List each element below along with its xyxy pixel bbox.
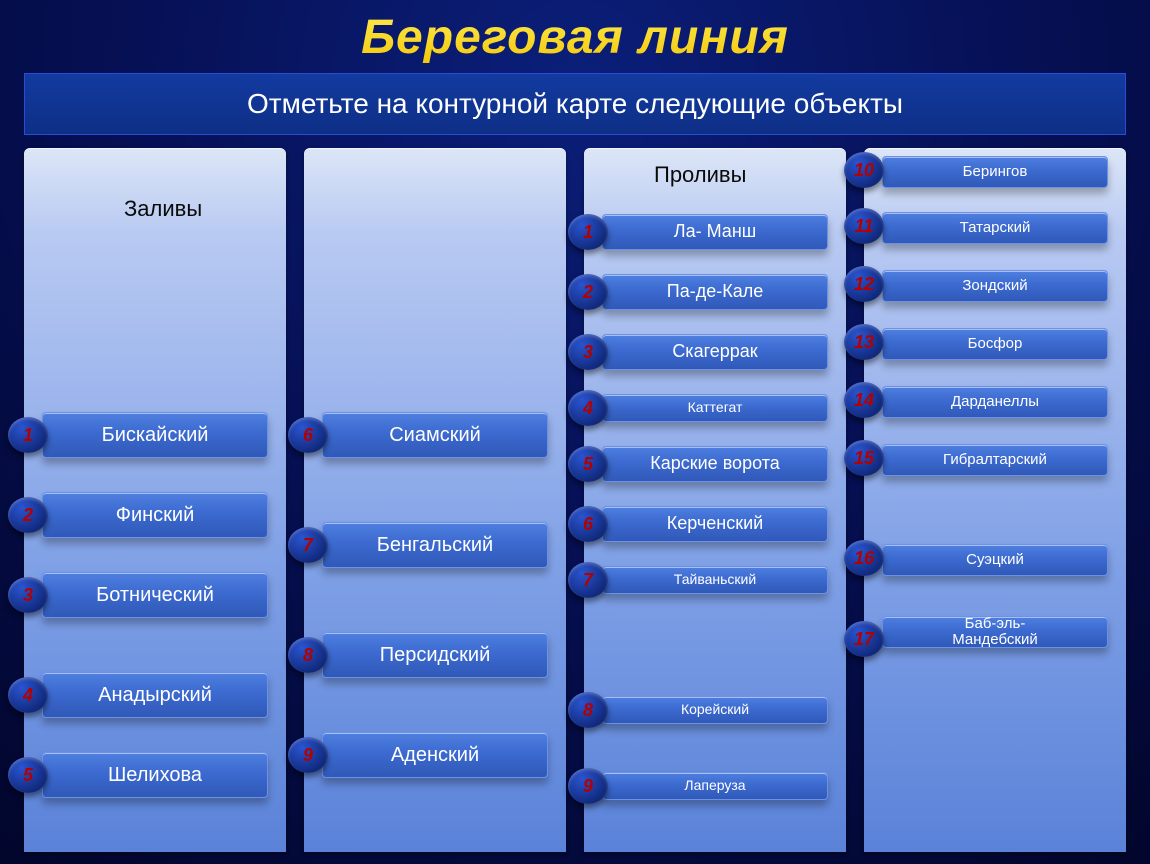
list-item: Бенгальский7	[322, 522, 548, 568]
item-label[interactable]: Каттегат	[602, 394, 828, 422]
number-badge: 6	[568, 506, 608, 542]
list-item: Каттегат4	[602, 394, 828, 422]
list-item: Татарский11	[882, 212, 1108, 244]
number-badge: 11	[844, 208, 884, 244]
list-item: Бискайский1	[42, 412, 268, 458]
item-label[interactable]: Ла- Манш	[602, 214, 828, 250]
item-label[interactable]: Суэцкий	[882, 544, 1108, 576]
col-straits-a: Проливы Ла- Манш1 Па-де-Кале2 Скагеррак3 Ка…	[584, 148, 846, 852]
item-label[interactable]: Бискайский	[42, 412, 268, 458]
number-badge: 15	[844, 440, 884, 476]
number-badge: 5	[568, 446, 608, 482]
number-badge: 9	[288, 737, 328, 773]
list-item: Карские ворота5	[602, 446, 828, 482]
number-badge: 10	[844, 152, 884, 188]
number-badge: 8	[288, 637, 328, 673]
item-label[interactable]: Аденский	[322, 732, 548, 778]
item-label[interactable]: Босфор	[882, 328, 1108, 360]
item-label[interactable]: Корейский	[602, 696, 828, 724]
number-badge: 6	[288, 417, 328, 453]
item-label[interactable]: Шелихова	[42, 752, 268, 798]
item-label[interactable]: Анадырский	[42, 672, 268, 718]
item-label[interactable]: Берингов	[882, 156, 1108, 188]
item-label[interactable]: Па-де-Кале	[602, 274, 828, 310]
item-label[interactable]: Зондский	[882, 270, 1108, 302]
number-badge: 1	[8, 417, 48, 453]
list-item: Тайваньский7	[602, 566, 828, 594]
number-badge: 7	[568, 562, 608, 598]
item-label[interactable]: Баб-эль- Мандебский	[882, 616, 1108, 648]
item-label[interactable]: Дарданеллы	[882, 386, 1108, 418]
list-item: Керченский6	[602, 506, 828, 542]
item-label[interactable]: Скагеррак	[602, 334, 828, 370]
item-label[interactable]: Персидский	[322, 632, 548, 678]
list-item: Дарданеллы14	[882, 386, 1108, 418]
list-item: Корейский8	[602, 696, 828, 724]
list-item: Финский2	[42, 492, 268, 538]
list-item: Берингов10	[882, 156, 1108, 188]
number-badge: 5	[8, 757, 48, 793]
list-item: Ла- Манш1	[602, 214, 828, 250]
number-badge: 14	[844, 382, 884, 418]
list-item: Босфор13	[882, 328, 1108, 360]
item-label[interactable]: Гибралтарский	[882, 444, 1108, 476]
list-item: Баб-эль- Мандебский17	[882, 616, 1108, 648]
col-bays-a: Заливы Бискайский1 Финский2 Ботнический3 Ан…	[24, 148, 286, 852]
list-item: Ботнический3	[42, 572, 268, 618]
columns-wrap: Заливы Бискайский1Финский2Ботнический3Ан…	[24, 148, 1126, 852]
header-straits: Проливы	[654, 162, 746, 188]
subtitle-bar: Отметьте на контурной карте следующие об…	[24, 73, 1126, 135]
item-label[interactable]: Сиамский	[322, 412, 548, 458]
number-badge: 8	[568, 692, 608, 728]
list-item: Лаперуза9	[602, 772, 828, 800]
list-item: Аденский9	[322, 732, 548, 778]
number-badge: 2	[568, 274, 608, 310]
number-badge: 3	[568, 334, 608, 370]
number-badge: 16	[844, 540, 884, 576]
list-item: Сиамский6	[322, 412, 548, 458]
header-bays: Заливы	[124, 196, 202, 222]
number-badge: 4	[8, 677, 48, 713]
item-label[interactable]: Бенгальский	[322, 522, 548, 568]
col-straits-b: Берингов10 Татарский11 Зондский12 Босфор13 Д…	[864, 148, 1126, 852]
list-item: Скагеррак3	[602, 334, 828, 370]
number-badge: 2	[8, 497, 48, 533]
item-label[interactable]: Карские ворота	[602, 446, 828, 482]
number-badge: 17	[844, 621, 884, 657]
number-badge: 12	[844, 266, 884, 302]
list-item: Гибралтарский15	[882, 444, 1108, 476]
col-bays-b: Сиамский6 Бенгальский7 Персидский8 Аденский…	[304, 148, 566, 852]
item-label[interactable]: Тайваньский	[602, 566, 828, 594]
number-badge: 4	[568, 390, 608, 426]
item-label[interactable]: Лаперуза	[602, 772, 828, 800]
number-badge: 3	[8, 577, 48, 613]
number-badge: 1	[568, 214, 608, 250]
item-label[interactable]: Ботнический	[42, 572, 268, 618]
item-label[interactable]: Татарский	[882, 212, 1108, 244]
list-item: Персидский8	[322, 632, 548, 678]
number-badge: 7	[288, 527, 328, 563]
list-item: Суэцкий16	[882, 544, 1108, 576]
list-item: Анадырский4	[42, 672, 268, 718]
number-badge: 13	[844, 324, 884, 360]
list-item: Зондский12	[882, 270, 1108, 302]
page-title: Береговая линия	[0, 0, 1150, 73]
list-item: Шелихова5	[42, 752, 268, 798]
number-badge: 9	[568, 768, 608, 804]
list-item: Па-де-Кале2	[602, 274, 828, 310]
item-label[interactable]: Керченский	[602, 506, 828, 542]
item-label[interactable]: Финский	[42, 492, 268, 538]
